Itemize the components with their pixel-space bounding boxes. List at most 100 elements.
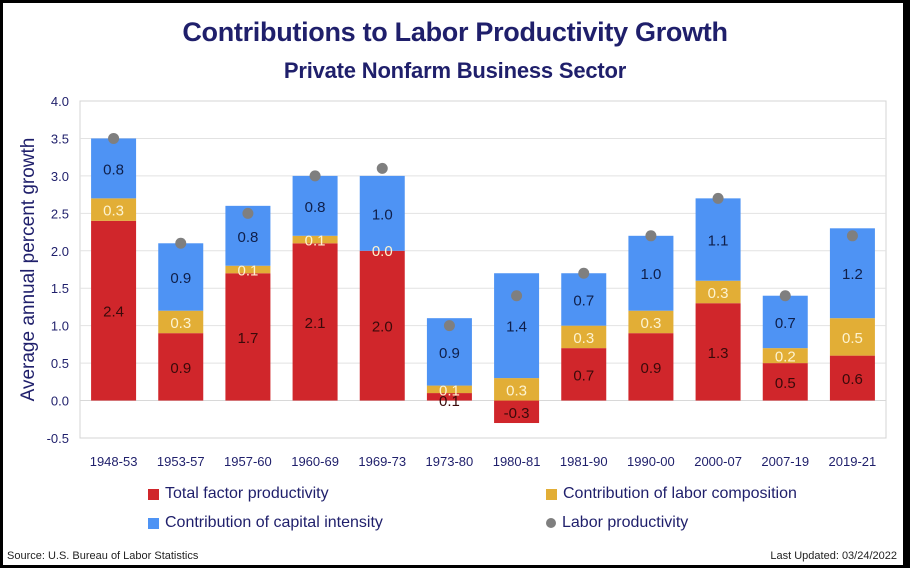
bar-segment-total-factor-productivity	[91, 220, 137, 401]
data-label: 2.4	[103, 304, 124, 321]
x-tick-label: 1948-53	[90, 454, 138, 469]
labor-productivity-point	[242, 207, 254, 219]
x-tick-label: 1981-90	[560, 454, 608, 469]
y-tick-label: 2.5	[51, 206, 69, 221]
bar-segment-contribution-of-labor-composition	[91, 198, 137, 221]
bar-segment-contribution-of-capital-intensity	[359, 175, 405, 251]
bar-segment-total-factor-productivity	[695, 303, 741, 401]
bar-segment-contribution-of-capital-intensity	[561, 273, 607, 326]
data-label: 0.9	[170, 270, 191, 287]
y-tick-label: 0.5	[51, 356, 69, 371]
bar-segment-total-factor-productivity	[494, 400, 540, 424]
data-label: 1.0	[640, 266, 661, 283]
bar-segment-contribution-of-labor-composition	[494, 378, 540, 401]
bar-segment-total-factor-productivity	[762, 363, 808, 401]
y-axis-label: Average annual percent growth	[18, 138, 39, 402]
data-label: 0.8	[305, 199, 326, 216]
legend-item-tfp: Total factor productivity	[148, 485, 329, 503]
data-label: 0.3	[103, 203, 124, 220]
bar-segment-contribution-of-labor-composition	[762, 348, 808, 364]
data-label: 1.2	[842, 266, 863, 283]
bar-group: 0.9 0.3 1.0	[628, 230, 674, 401]
bar-segment-contribution-of-capital-intensity	[292, 175, 338, 236]
data-label: 0.5	[775, 375, 796, 392]
bar-group: 0.5 0.2 0.7	[762, 290, 808, 401]
bar-segment-total-factor-productivity	[829, 355, 875, 401]
data-label: 0.6	[842, 371, 863, 388]
bar-group: 0.10.1 0.9	[426, 318, 472, 410]
x-axis-ticks: 1948-53 1953-57 1957-60 1960-69 1969-73 1973-…	[90, 454, 877, 469]
bar-segment-contribution-of-labor-composition	[628, 310, 674, 334]
data-label: 1.4	[506, 319, 527, 336]
data-label: 0.3	[573, 330, 594, 347]
y-tick-label: 3.0	[51, 169, 69, 184]
data-label: 2.0	[372, 319, 393, 336]
data-label: 0.7	[573, 367, 594, 384]
bar-segment-contribution-of-capital-intensity	[158, 243, 204, 311]
y-tick-label: 0.0	[51, 394, 69, 409]
labor-productivity-point	[108, 132, 120, 144]
legend-label-labor-composition: Contribution of labor composition	[563, 485, 797, 502]
bar-segment-total-factor-productivity	[561, 348, 607, 401]
data-label: 0.3	[170, 315, 191, 332]
legend-item-capital-intensity: Contribution of capital intensity	[148, 514, 383, 532]
y-tick-label: 2.0	[51, 244, 69, 259]
data-label: 0.1	[237, 263, 258, 280]
bar-group: 2.1 0.1 0.8	[292, 170, 338, 401]
legend-label-tfp: Total factor productivity	[165, 485, 329, 502]
data-label: 0.7	[573, 292, 594, 309]
bar-segment-contribution-of-capital-intensity	[91, 138, 137, 199]
bar-group: -0.3 0.3 1.4	[494, 273, 540, 424]
bar-segment-total-factor-productivity	[628, 333, 674, 401]
x-tick-label: 1980-81	[493, 454, 541, 469]
bar-segment-total-factor-productivity	[158, 333, 204, 401]
x-tick-label: 2007-19	[761, 454, 809, 469]
data-label: 0.9	[439, 345, 460, 362]
legend-label-labor-productivity: Labor productivity	[562, 514, 689, 531]
data-label: 0.3	[708, 285, 729, 302]
legend-swatch-labor-composition	[546, 488, 557, 500]
bar-segment-total-factor-productivity	[292, 243, 338, 401]
source-note: Source: U.S. Bureau of Labor Statistics	[7, 550, 199, 562]
data-label: 1.7	[237, 330, 258, 347]
bar-segment-contribution-of-capital-intensity	[829, 228, 875, 319]
data-label: 0.1	[305, 233, 326, 250]
x-tick-label: 1990-00	[627, 454, 675, 469]
labor-productivity-point	[511, 290, 523, 302]
labor-productivity-point	[376, 162, 388, 174]
data-label: 0.3	[640, 315, 661, 332]
bar-segment-total-factor-productivity	[359, 250, 405, 401]
y-tick-label: 1.0	[51, 319, 69, 334]
data-label: 0.2	[775, 349, 796, 366]
bar-group: 0.9 0.3 0.9	[158, 237, 204, 401]
data-label: 1.3	[708, 345, 729, 362]
chart-subtitle: Private Nonfarm Business Sector	[283, 58, 627, 83]
labor-productivity-point	[175, 237, 187, 249]
x-tick-label: 1973-80	[426, 454, 474, 469]
bar-group: 2.0 0.0 1.0	[359, 162, 405, 401]
y-tick-label: 1.5	[51, 281, 69, 296]
x-tick-label: 2019-21	[829, 454, 877, 469]
bar-segment-contribution-of-capital-intensity	[628, 235, 674, 311]
x-tick-label: 1960-69	[291, 454, 339, 469]
data-label: 0.0	[372, 243, 393, 260]
bar-segment-contribution-of-capital-intensity	[762, 295, 808, 349]
bar-segment-contribution-of-labor-composition	[829, 318, 875, 356]
data-label: 0.9	[170, 360, 191, 377]
x-tick-label: 1953-57	[157, 454, 205, 469]
y-tick-label: -0.5	[47, 431, 69, 446]
data-label: 0.5	[842, 330, 863, 347]
data-label: 0.1	[439, 382, 460, 399]
gridlines	[80, 137, 886, 402]
bar-segment-contribution-of-labor-composition	[292, 235, 338, 244]
bar-segment-total-factor-productivity	[426, 393, 472, 401]
legend-item-labor-productivity: Labor productivity	[546, 514, 688, 532]
data-label: 0.8	[237, 229, 258, 246]
data-label: 0.3	[506, 382, 527, 399]
bars: 2.4 0.3 0.8 0.9 0.3 0.9 1.7 0.1 0.8 2.1 0.1 0.8 2.0 0…	[91, 132, 875, 424]
legend-swatch-tfp	[148, 488, 159, 500]
bar-segment-contribution-of-labor-composition	[695, 280, 741, 304]
labor-productivity-point	[712, 192, 724, 204]
labor-productivity-point	[779, 290, 791, 302]
